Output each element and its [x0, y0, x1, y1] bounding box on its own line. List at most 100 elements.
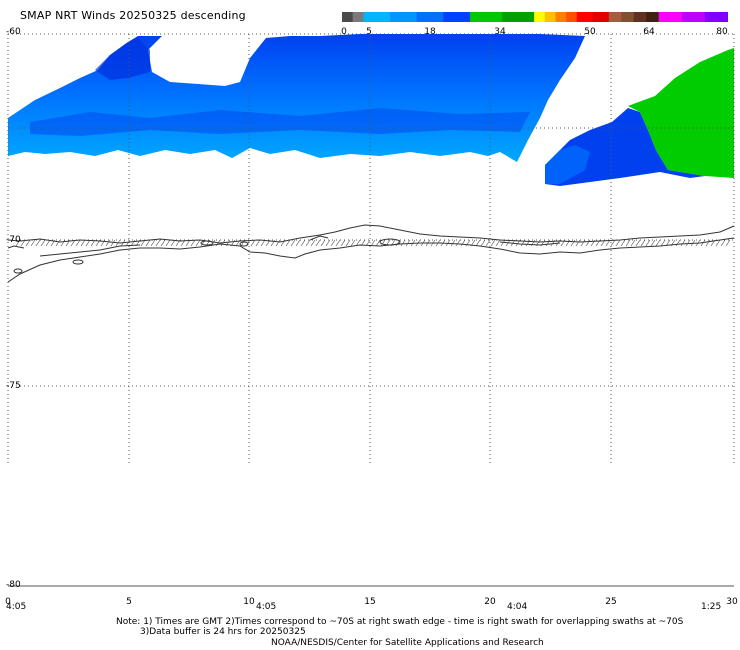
hatch-stroke: [170, 239, 176, 247]
hatch-stroke: [435, 239, 441, 247]
lat-label-75: -75: [6, 381, 21, 391]
hatch-stroke: [330, 239, 336, 247]
hatch-stroke: [510, 239, 516, 247]
hatch-stroke: [190, 239, 196, 247]
hatch-stroke: [535, 239, 541, 247]
note-line-1: Note: 1) Times are GMT 2)Times correspon…: [116, 617, 684, 627]
hatch-stroke: [690, 239, 696, 247]
hatch-stroke: [645, 239, 651, 247]
hatch-stroke: [710, 239, 716, 247]
hatch-stroke: [345, 239, 351, 247]
hatch-stroke: [175, 239, 181, 247]
colorbar-swatch: [608, 12, 622, 22]
hatch-stroke: [360, 239, 366, 247]
hatch-stroke: [125, 239, 131, 247]
hatch-stroke: [135, 239, 141, 247]
colorbar-swatch: [555, 12, 567, 22]
hatch-stroke: [320, 239, 326, 247]
hatch-stroke: [65, 239, 71, 247]
colorbar-swatch: [681, 12, 706, 22]
hatch-stroke: [220, 239, 226, 247]
lat-label-60: -60: [6, 27, 21, 37]
hatch-stroke: [415, 239, 421, 247]
hatch-stroke: [475, 239, 481, 247]
hatch-stroke: [410, 239, 416, 247]
hatch-stroke: [725, 239, 731, 247]
hatch-stroke: [310, 239, 316, 247]
hatch-stroke: [555, 239, 561, 247]
hatch-stroke: [370, 239, 376, 247]
colorbar: 0 5 18 34 50 64 80: [341, 7, 729, 37]
hatch-stroke: [580, 239, 586, 247]
hatch-stroke: [380, 239, 386, 247]
hatch-stroke: [600, 239, 606, 247]
colorbar-label-0: 0: [341, 27, 347, 37]
colorbar-swatch: [352, 12, 364, 22]
hatch-stroke: [200, 239, 206, 247]
hatch-stroke: [150, 239, 156, 247]
colorbar-label-64: 64: [643, 27, 655, 37]
hatch-stroke: [455, 239, 461, 247]
lon-label-10: 10: [243, 597, 255, 607]
hatch-stroke: [670, 239, 676, 247]
hatch-stroke: [100, 239, 106, 247]
hatch-stroke: [80, 239, 86, 247]
hatch-stroke: [570, 239, 576, 247]
hatch-stroke: [440, 239, 446, 247]
hatch-stroke: [675, 239, 681, 247]
colorbar-swatch: [592, 12, 610, 22]
colorbar-swatch: [390, 12, 418, 22]
hatch-stroke: [55, 239, 61, 247]
hatch-stroke: [405, 239, 411, 247]
lon-label-20: 20: [484, 597, 496, 607]
hatch-stroke: [400, 239, 406, 247]
hatch-stroke: [285, 239, 291, 247]
colorbar-label-34: 34: [494, 27, 506, 37]
lat-label-80: -80: [6, 580, 21, 590]
hatch-stroke: [630, 239, 636, 247]
hatch-stroke: [500, 239, 506, 247]
wind-swath-main: [8, 34, 585, 162]
hatch-stroke: [315, 239, 321, 247]
hatch-stroke: [375, 239, 381, 247]
colorbar-swatch: [443, 12, 471, 22]
hatch-stroke: [290, 239, 296, 247]
lon-label-15: 15: [364, 597, 376, 607]
hatch-stroke: [340, 239, 346, 247]
hatch-stroke: [685, 239, 691, 247]
wind-swath-dark-band: [30, 108, 530, 136]
lat-label-70: -70: [6, 235, 21, 245]
colorbar-swatch: [502, 12, 535, 22]
hatch-stroke: [525, 239, 531, 247]
colorbar-swatch: [534, 12, 546, 22]
hatch-stroke: [505, 239, 511, 247]
colorbar-swatch: [544, 12, 556, 22]
hatch-stroke: [225, 239, 231, 247]
colorbar-swatch: [633, 12, 647, 22]
colorbar-swatch: [416, 12, 444, 22]
hatch-stroke: [35, 239, 41, 247]
hatch-stroke: [385, 239, 391, 247]
hatch-stroke: [470, 239, 476, 247]
colorbar-swatch: [658, 12, 683, 22]
hatch-stroke: [490, 239, 496, 247]
wind-swath-dark-top: [95, 38, 150, 80]
hatch-stroke: [215, 239, 221, 247]
hatch-stroke: [665, 239, 671, 247]
colorbar-swatch: [704, 12, 729, 22]
hatch-stroke: [230, 239, 236, 247]
hatch-stroke: [300, 239, 306, 247]
hatch-stroke: [40, 239, 46, 247]
hatch-stroke: [495, 239, 501, 247]
hatch-stroke: [395, 239, 401, 247]
hatch-stroke: [110, 239, 116, 247]
hatch-stroke: [325, 239, 331, 247]
hatch-stroke: [635, 239, 641, 247]
hatch-stroke: [515, 239, 521, 247]
hatch-stroke: [15, 239, 21, 247]
colorbar-swatches: [342, 12, 729, 22]
lon-label-30: 30: [726, 597, 738, 607]
hatch-stroke: [595, 239, 601, 247]
hatch-stroke: [445, 239, 451, 247]
hatch-stroke: [210, 239, 216, 247]
